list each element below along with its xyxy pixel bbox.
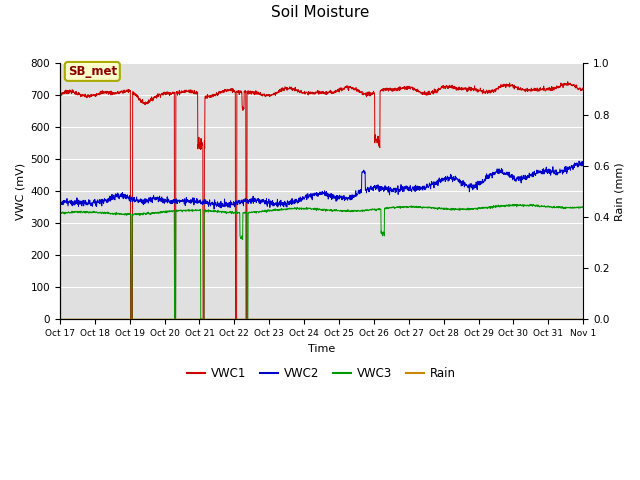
- Text: SB_met: SB_met: [68, 65, 117, 78]
- Y-axis label: VWC (mV): VWC (mV): [15, 163, 25, 220]
- X-axis label: Time: Time: [308, 344, 335, 354]
- Y-axis label: Rain (mm): Rain (mm): [615, 162, 625, 221]
- Legend: VWC1, VWC2, VWC3, Rain: VWC1, VWC2, VWC3, Rain: [182, 363, 461, 385]
- Text: Soil Moisture: Soil Moisture: [271, 5, 369, 20]
